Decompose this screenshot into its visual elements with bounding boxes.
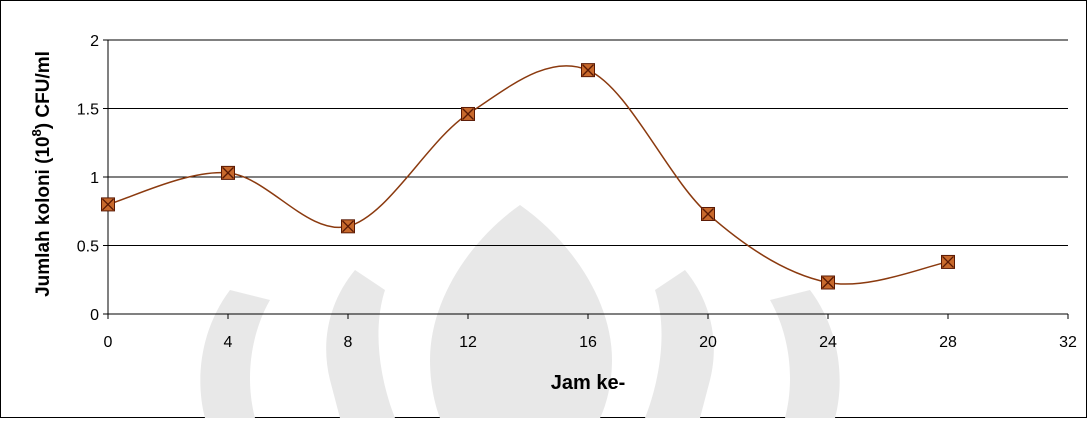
x-tick-label: 4 <box>224 334 233 351</box>
data-point-marker <box>941 254 955 269</box>
y-axis-title-superscript: 8 <box>29 129 44 136</box>
marker-cross <box>582 64 594 77</box>
data-point-marker <box>701 206 715 221</box>
x-tick-label: 16 <box>579 334 597 351</box>
y-axis-title-suffix: ) CFU/ml <box>33 51 54 129</box>
x-tick-label: 24 <box>819 334 837 351</box>
marker-cross <box>822 276 834 289</box>
data-point-marker <box>581 63 595 78</box>
data-point-marker <box>341 219 355 234</box>
y-tick-label: 1.5 <box>77 102 99 119</box>
marker-cross <box>342 220 354 233</box>
marker-cross <box>702 208 714 220</box>
data-point-marker <box>461 106 475 121</box>
x-tick-label: 0 <box>104 334 113 351</box>
y-axis-title: Jumlah koloni (108) CFU/ml <box>29 51 54 297</box>
x-tick-label: 20 <box>699 334 717 351</box>
x-tick-label: 12 <box>459 334 477 351</box>
data-point-marker <box>221 165 235 180</box>
x-tick-label: 28 <box>939 334 957 351</box>
x-tick-label: 8 <box>344 334 353 351</box>
marker-cross <box>942 255 954 268</box>
y-tick-label: 0 <box>90 307 99 324</box>
x-axis-title: Jam ke- <box>551 372 626 394</box>
x-tick-label: 32 <box>1059 334 1077 351</box>
y-tick-label: 0.5 <box>77 239 99 256</box>
series-line <box>107 65 949 285</box>
marker-cross <box>222 166 234 179</box>
marker-cross <box>462 108 474 120</box>
axes <box>103 39 1069 319</box>
y-axis-title-prefix: Jumlah koloni (10 <box>33 136 54 296</box>
marker-cross <box>102 198 114 211</box>
data-point-marker <box>821 275 835 290</box>
grid-lines <box>108 39 1068 246</box>
data-point-marker <box>101 197 115 212</box>
y-tick-label: 1 <box>90 170 99 187</box>
watermark-logo <box>200 205 840 418</box>
series <box>101 63 955 290</box>
y-tick-label: 2 <box>90 33 99 50</box>
tick-labels: 00.511.520 4 8 12 16 20 24 28 32 <box>77 33 1077 351</box>
